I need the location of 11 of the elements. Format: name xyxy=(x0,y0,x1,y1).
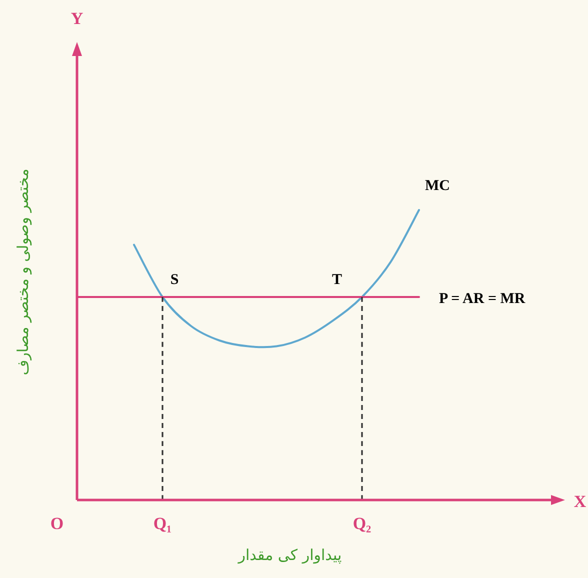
y-axis-title: مختصر وصولی و مختصر مصارف xyxy=(14,168,32,376)
annotation: T xyxy=(332,272,342,288)
annotation: Y xyxy=(70,9,84,28)
series-label: P = AR = MR xyxy=(439,291,526,307)
annotation: S xyxy=(170,272,179,288)
series-label: MC xyxy=(425,178,450,194)
x-axis-title: پیداوار کی مقدار xyxy=(238,546,342,564)
annotation: X xyxy=(574,492,586,511)
x-tick-label: Q₂ xyxy=(352,514,372,533)
x-tick-label: Q₁ xyxy=(153,514,172,533)
annotation: O xyxy=(50,514,64,533)
